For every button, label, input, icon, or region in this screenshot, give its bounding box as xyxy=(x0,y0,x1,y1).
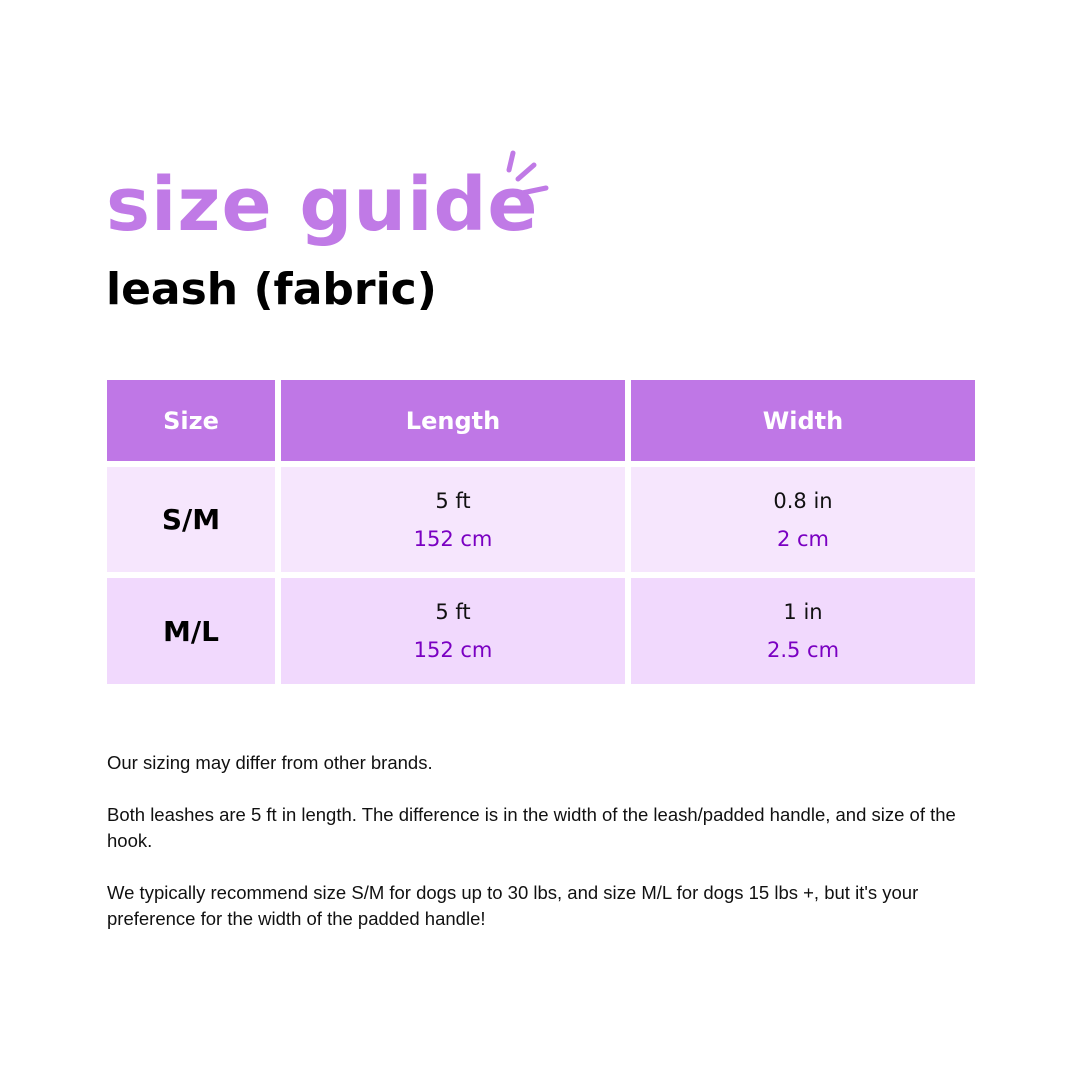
length-metric: 152 cm xyxy=(413,638,493,662)
width-imperial: 0.8 in xyxy=(773,488,833,513)
page-subtitle: leash (fabric) xyxy=(106,264,437,315)
width-metric: 2 cm xyxy=(776,526,830,551)
header-size: Size xyxy=(107,380,275,461)
length-cell: 5 ft 152 cm xyxy=(281,467,625,572)
size-label: S/M xyxy=(161,503,221,536)
note-paragraph: Both leashes are 5 ft in length. The dif… xyxy=(107,804,956,851)
length-cell: 5 ft 152 cm xyxy=(281,578,625,684)
width-imperial: 1 in xyxy=(783,600,823,624)
sizing-notes: Our sizing may differ from other brands.… xyxy=(107,750,977,958)
header-length: Length xyxy=(281,380,625,461)
length-metric: 152 cm xyxy=(413,526,493,551)
size-label: M/L xyxy=(163,614,219,648)
table-row-size: S/M xyxy=(107,467,275,572)
note-paragraph: Our sizing may differ from other brands. xyxy=(107,752,433,773)
header-width: Width xyxy=(631,380,975,461)
table-row-size: M/L xyxy=(107,578,275,684)
sparkle-accent-icon xyxy=(506,150,549,196)
note-paragraph: We typically recommend size S/M for dogs… xyxy=(107,882,919,929)
page-title: size guide xyxy=(106,162,539,248)
width-cell: 1 in 2.5 cm xyxy=(631,578,975,684)
width-cell: 0.8 in 2 cm xyxy=(631,467,975,572)
length-imperial: 5 ft xyxy=(435,488,471,513)
width-metric: 2.5 cm xyxy=(766,638,840,662)
length-imperial: 5 ft xyxy=(435,600,471,624)
